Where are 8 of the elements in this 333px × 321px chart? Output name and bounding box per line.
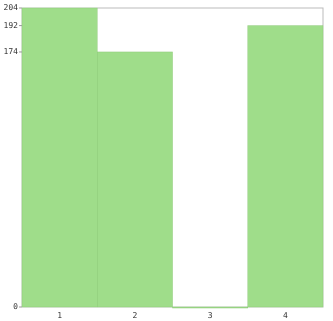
x-tick-label: 3 <box>208 311 213 320</box>
y-tick-label: 204 <box>4 3 18 12</box>
x-tick-label: 1 <box>57 311 62 320</box>
y-tick-label: 174 <box>4 47 18 56</box>
y-tick-label: 0 <box>13 302 18 312</box>
x-tick-label: 2 <box>132 311 138 320</box>
x-tick-label: 4 <box>282 311 288 320</box>
y-tick-label: 192 <box>4 20 18 30</box>
